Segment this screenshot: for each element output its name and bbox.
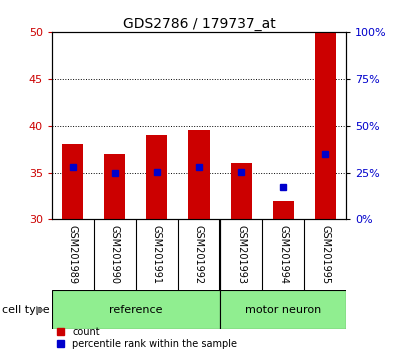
Text: ▶: ▶ [36, 305, 44, 315]
Title: GDS2786 / 179737_at: GDS2786 / 179737_at [123, 17, 275, 31]
Bar [189, 130, 209, 219]
Legend: count, percentile rank within the sample: count, percentile rank within the sample [57, 327, 237, 349]
Text: motor neuron: motor neuron [245, 305, 321, 315]
Text: GSM201992: GSM201992 [194, 225, 204, 284]
Text: GSM201995: GSM201995 [320, 225, 330, 284]
Text: cell type: cell type [2, 305, 50, 315]
Text: GSM201991: GSM201991 [152, 225, 162, 284]
Bar [62, 144, 83, 219]
Bar [273, 201, 294, 219]
Bar [146, 135, 168, 219]
Text: reference: reference [109, 305, 163, 315]
Bar [104, 154, 125, 219]
FancyBboxPatch shape [220, 290, 346, 329]
Text: GSM201994: GSM201994 [278, 225, 288, 284]
FancyBboxPatch shape [52, 290, 220, 329]
Text: GSM201989: GSM201989 [68, 225, 78, 284]
Text: GSM201990: GSM201990 [110, 225, 120, 284]
Bar [230, 163, 252, 219]
Text: GSM201993: GSM201993 [236, 225, 246, 284]
Bar [315, 32, 336, 219]
